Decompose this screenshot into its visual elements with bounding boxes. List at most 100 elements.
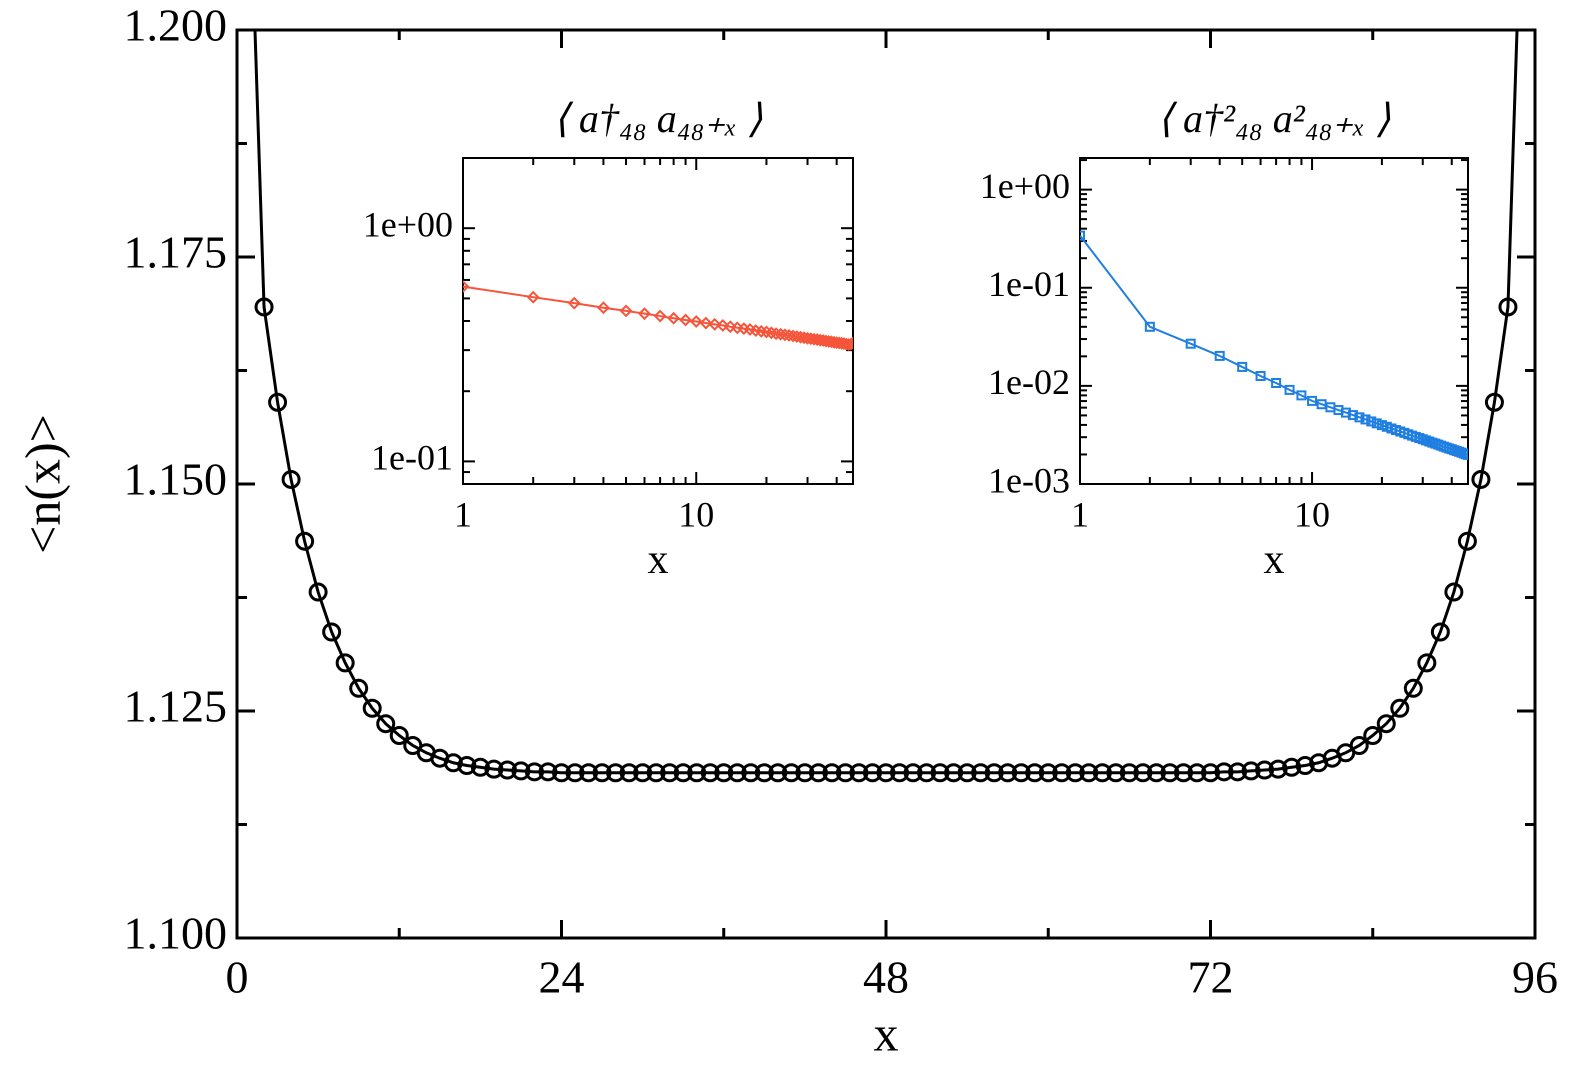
marker	[795, 763, 815, 783]
marker	[971, 763, 991, 783]
y-tick-label: 1.100	[124, 908, 228, 959]
marker	[484, 759, 504, 779]
marker	[457, 755, 477, 775]
marker	[687, 763, 707, 783]
y-tick-label: 1e-02	[988, 362, 1070, 402]
marker	[1403, 678, 1423, 698]
axes-frame	[462, 157, 854, 485]
marker	[781, 763, 801, 783]
marker	[1133, 763, 1153, 783]
marker	[619, 304, 633, 318]
marker	[254, 297, 274, 317]
marker	[689, 315, 703, 328]
y-tick-label: 1e+00	[363, 204, 453, 244]
plot: 1 10 1e+00 1e-01 ⟨ a†₄₈ a₄₈₊ₓ ⟩ x	[363, 96, 854, 583]
marker	[1065, 763, 1085, 783]
marker	[1268, 759, 1288, 779]
marker	[567, 296, 581, 310]
marker	[700, 763, 720, 783]
marker	[1214, 350, 1225, 361]
marker	[1092, 763, 1112, 783]
marker	[754, 763, 774, 783]
marker	[769, 327, 783, 341]
marker	[592, 763, 612, 783]
marker	[890, 763, 910, 783]
marker	[1347, 410, 1358, 421]
marker	[389, 726, 409, 746]
marker	[984, 763, 1004, 783]
marker	[597, 301, 610, 315]
marker	[1282, 757, 1302, 777]
marker	[565, 763, 585, 783]
y-tick-label: 1e-03	[988, 460, 1070, 500]
marker	[714, 763, 734, 783]
data-layer	[1080, 230, 1468, 460]
marker	[443, 753, 463, 773]
marker	[552, 763, 571, 783]
marker	[1237, 361, 1248, 372]
marker	[1371, 418, 1382, 429]
marker	[349, 678, 369, 698]
marker	[463, 280, 470, 293]
marker	[1484, 392, 1504, 412]
marker	[1011, 763, 1031, 783]
marker	[1038, 763, 1058, 783]
marker	[633, 763, 653, 783]
marker	[1052, 763, 1072, 783]
x-tick-label: 1	[454, 494, 472, 534]
marker	[699, 316, 713, 330]
x-tick-label: 48	[863, 951, 909, 1002]
marker	[1354, 412, 1365, 423]
marker	[1390, 698, 1410, 718]
marker	[1214, 762, 1234, 782]
x-axis-label: x	[1264, 537, 1285, 583]
marker	[1307, 395, 1318, 406]
y-tick-label: 1e-01	[988, 264, 1070, 304]
marker	[470, 757, 490, 777]
marker	[1080, 230, 1085, 241]
x-tick-label: 0	[226, 951, 249, 1002]
x-tick-label: 1	[1071, 494, 1089, 534]
marker	[1255, 371, 1266, 382]
marker	[727, 763, 747, 783]
marker	[708, 317, 722, 331]
marker	[1201, 763, 1220, 783]
marker	[679, 313, 692, 327]
y-axis-label: <n(x)>	[14, 414, 70, 554]
marker	[1173, 763, 1193, 783]
marker	[1296, 390, 1307, 401]
marker	[1471, 469, 1491, 489]
marker	[268, 392, 288, 412]
marker	[295, 531, 315, 551]
plot: 0 24 48 72 96 1.100 1.125 1.150 1.175 1.200 x <n(x)…	[14, 0, 1558, 1062]
marker	[1444, 582, 1464, 602]
marker	[849, 763, 869, 783]
x-axis-label: x	[648, 537, 669, 583]
x-tick-label: 10	[678, 494, 714, 534]
marker	[1025, 763, 1045, 783]
marker	[1376, 714, 1396, 734]
x-tick-label: 72	[1188, 951, 1234, 1002]
y-tick-label: 1e+00	[980, 166, 1070, 206]
marker	[579, 763, 599, 783]
marker	[524, 762, 544, 782]
marker	[673, 763, 693, 783]
marker	[822, 763, 842, 783]
marker	[335, 653, 355, 673]
marker	[281, 469, 301, 489]
marker	[846, 336, 853, 350]
marker	[1160, 763, 1180, 783]
marker	[606, 763, 626, 783]
marker	[794, 330, 807, 344]
axes-frame	[1079, 157, 1469, 485]
marker	[1363, 726, 1383, 746]
marker	[667, 311, 681, 325]
marker	[1119, 763, 1139, 783]
marker	[1106, 763, 1126, 783]
marker	[790, 330, 804, 343]
marker	[1187, 763, 1207, 783]
y-tick-label: 1e-01	[371, 438, 453, 478]
marker	[362, 698, 382, 718]
marker	[930, 763, 950, 783]
marker	[957, 763, 977, 783]
